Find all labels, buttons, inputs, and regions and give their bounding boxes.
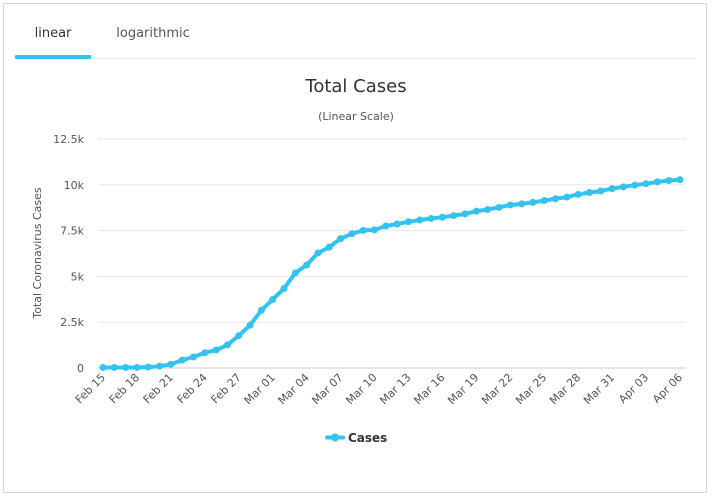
data-point[interactable]	[110, 363, 118, 371]
data-point[interactable]	[156, 362, 164, 370]
data-point[interactable]	[371, 226, 379, 234]
x-tick-label: Mar 28	[547, 371, 583, 407]
data-point[interactable]	[257, 306, 265, 314]
data-point[interactable]	[133, 363, 141, 371]
data-point[interactable]	[280, 284, 288, 292]
grid-lines	[98, 138, 686, 369]
data-point[interactable]	[416, 216, 424, 224]
data-point[interactable]	[359, 226, 367, 234]
data-point[interactable]	[393, 220, 401, 228]
data-point[interactable]	[585, 188, 593, 196]
x-tick-label: Mar 22	[479, 371, 515, 407]
x-tick-label: Feb 27	[209, 371, 244, 406]
y-tick-label: 10k	[64, 179, 85, 192]
x-tick-label: Feb 21	[141, 371, 176, 406]
data-point[interactable]	[540, 197, 548, 205]
x-tick-label: Mar 16	[411, 371, 447, 407]
tab-linear[interactable]: linear	[15, 12, 91, 59]
data-point[interactable]	[676, 176, 684, 184]
legend[interactable]: Cases	[325, 431, 387, 445]
x-tick-label: Mar 07	[309, 371, 345, 407]
data-point[interactable]	[642, 180, 650, 188]
x-tick-label: Mar 10	[343, 371, 379, 407]
data-point[interactable]	[303, 261, 311, 269]
x-tick-label: Apr 03	[616, 371, 651, 406]
y-tick-label: 7.5k	[60, 225, 84, 238]
data-point[interactable]	[382, 222, 390, 230]
data-point[interactable]	[665, 177, 673, 185]
series-cases	[99, 176, 684, 371]
data-point[interactable]	[427, 215, 435, 223]
x-tick-label: Mar 31	[581, 371, 617, 407]
data-point[interactable]	[484, 206, 492, 214]
y-tick-label: 2.5k	[60, 316, 84, 329]
series-line	[101, 177, 682, 370]
data-point[interactable]	[552, 195, 560, 203]
data-point[interactable]	[450, 212, 458, 220]
y-tick-label: 12.5k	[53, 133, 84, 146]
data-point[interactable]	[438, 213, 446, 221]
x-tick-label: Apr 06	[650, 371, 685, 406]
data-point[interactable]	[325, 243, 333, 251]
scale-tabs: linear logarithmic	[14, 12, 696, 59]
legend-label: Cases	[348, 431, 387, 445]
data-point[interactable]	[653, 178, 661, 186]
active-tab-indicator	[15, 55, 91, 59]
data-point[interactable]	[167, 360, 175, 368]
legend-marker-icon	[331, 433, 339, 442]
data-point[interactable]	[99, 363, 107, 371]
chart-panel: linear logarithmic	[3, 3, 707, 493]
x-tick-label: Mar 01	[242, 371, 278, 407]
y-axis-label: Total Coronavirus Cases	[31, 187, 44, 320]
data-point[interactable]	[597, 187, 605, 195]
data-point[interactable]	[529, 198, 537, 206]
data-point[interactable]	[235, 332, 243, 340]
data-point[interactable]	[404, 218, 412, 226]
data-point[interactable]	[246, 321, 254, 329]
data-point[interactable]	[574, 190, 582, 198]
x-tick-label: Feb 24	[175, 371, 210, 406]
chart-title: Total Cases	[304, 76, 406, 97]
data-point[interactable]	[314, 249, 322, 257]
data-point[interactable]	[461, 210, 469, 218]
data-point[interactable]	[190, 353, 198, 361]
tab-logarithmic[interactable]: logarithmic	[112, 12, 194, 56]
x-tick-label: Mar 04	[276, 371, 312, 407]
y-tick-label: 0	[77, 362, 84, 375]
data-point[interactable]	[178, 356, 186, 364]
data-point[interactable]	[212, 346, 220, 354]
data-point[interactable]	[472, 207, 480, 215]
tab-linear-label: linear	[34, 26, 72, 41]
data-point[interactable]	[223, 341, 231, 349]
y-tick-label: 5k	[71, 270, 85, 283]
data-point[interactable]	[122, 363, 130, 371]
x-tick-label: Mar 25	[513, 371, 549, 407]
tab-logarithmic-label: logarithmic	[116, 26, 190, 41]
x-tick-label: Mar 19	[445, 371, 481, 407]
data-point[interactable]	[201, 349, 209, 357]
data-point[interactable]	[518, 200, 526, 208]
data-point[interactable]	[506, 201, 514, 209]
y-axis-ticks: 0 2.5k 5k 7.5k 10k 12.5k	[53, 133, 84, 375]
chart-subtitle: (Linear Scale)	[318, 110, 394, 123]
x-tick-label: Feb 18	[107, 371, 142, 406]
x-tick-label: Feb 15	[73, 371, 108, 406]
x-tick-label: Mar 13	[377, 371, 413, 407]
data-point[interactable]	[631, 181, 639, 189]
data-point[interactable]	[348, 230, 356, 238]
data-point[interactable]	[619, 183, 627, 191]
data-point[interactable]	[291, 269, 299, 277]
data-point[interactable]	[269, 295, 277, 303]
data-point[interactable]	[337, 235, 345, 243]
data-point[interactable]	[563, 193, 571, 201]
data-point[interactable]	[495, 203, 503, 211]
data-point[interactable]	[144, 363, 152, 371]
data-point[interactable]	[608, 185, 616, 193]
